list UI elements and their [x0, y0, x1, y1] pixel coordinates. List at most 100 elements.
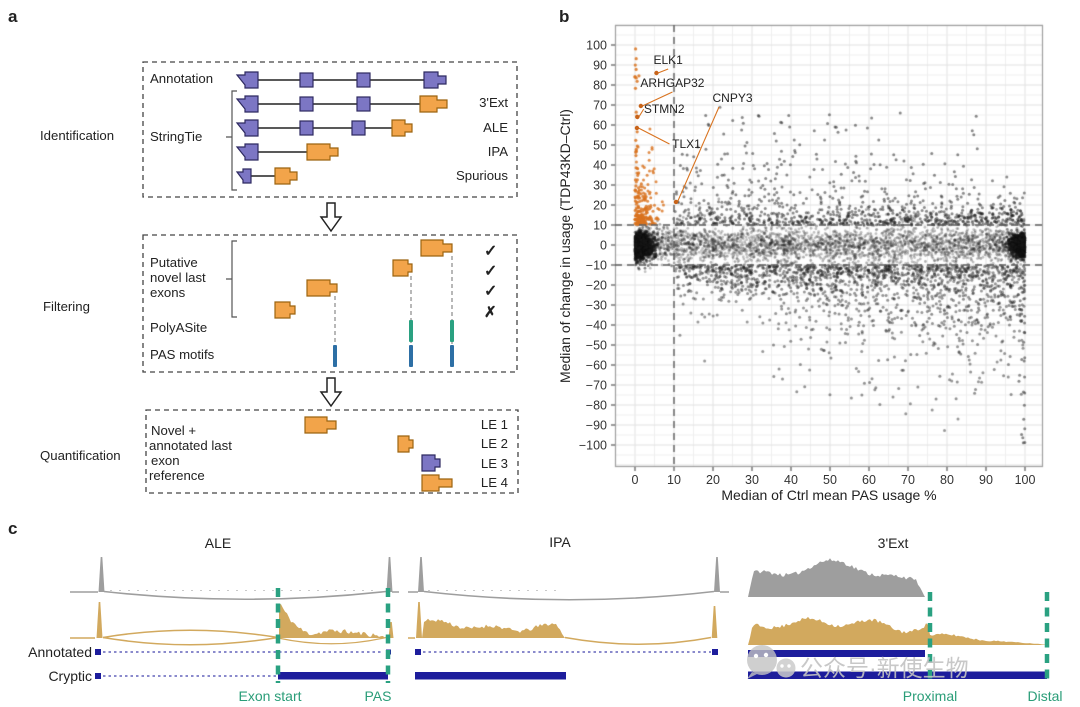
- le-label-1: LE 1: [481, 417, 508, 432]
- step-label-filtering: Filtering: [43, 299, 90, 314]
- y-tick-label: −70: [586, 378, 607, 392]
- le-label-2: LE 2: [481, 436, 508, 451]
- putative-line-1: Putative: [150, 255, 198, 270]
- exon-block: [415, 649, 421, 655]
- gene-point: [638, 103, 644, 109]
- label-exon-start: Exon start: [238, 688, 301, 704]
- gene-label: ARHGAP32: [640, 76, 704, 90]
- coverage-spike: [418, 557, 424, 592]
- y-tick-label: 80: [593, 78, 607, 92]
- last-exon: [421, 454, 441, 472]
- axis-ticks: 0 10 20 30 40 50 60 70 80 90 100−100−90−80−70−60−5…: [579, 38, 1036, 487]
- pas-motif-tick: [409, 345, 413, 367]
- y-tick-label: −10: [586, 258, 607, 272]
- gene-point: [654, 70, 659, 76]
- internal-exon: [299, 96, 314, 112]
- internal-exon: [351, 120, 366, 136]
- coverage-spike: [96, 602, 103, 638]
- x-tick-label: 40: [784, 473, 798, 487]
- y-tick-label: −20: [586, 278, 607, 292]
- x-tick-label: 80: [940, 473, 954, 487]
- putative-exons-bracket: [226, 240, 237, 318]
- stringtie-bracket: [226, 90, 237, 191]
- first-exon: [235, 143, 259, 161]
- last-exon: [419, 95, 448, 113]
- pas-motif-tick: [333, 345, 337, 367]
- coverage-track: [748, 616, 1047, 645]
- annotated-exon-bar: [748, 650, 925, 657]
- last-exon: [420, 239, 453, 257]
- last-exon: [306, 279, 338, 297]
- first-exon: [235, 95, 259, 113]
- coverage-track: [748, 558, 925, 597]
- x-tick-label: 10: [667, 473, 681, 487]
- le-label-3: LE 3: [481, 456, 508, 471]
- y-tick-label: −50: [586, 338, 607, 352]
- label-pas: PAS: [365, 688, 392, 704]
- gene-label: TLX1: [672, 137, 701, 151]
- last-exon: [423, 71, 447, 89]
- x-tick-label: 90: [979, 473, 993, 487]
- y-tick-label: 100: [586, 38, 607, 52]
- variant-label-spurious: Spurious: [456, 168, 508, 183]
- last-exon: [391, 119, 413, 137]
- gene-point: [635, 114, 640, 120]
- wechat-icon: [747, 645, 777, 675]
- variant-label-ale: ALE: [483, 120, 508, 135]
- y-tick-label: 60: [593, 118, 607, 132]
- coverage-spike: [714, 557, 720, 592]
- y-tick-label: 40: [593, 158, 607, 172]
- polyasite-tick: [450, 320, 454, 342]
- y-tick-label: 30: [593, 178, 607, 192]
- gene-label: CNPY3: [712, 91, 752, 105]
- scatter-canvas: [555, 0, 1080, 510]
- panel-a: a ✓ ✓ ✓ ✗ Identification Filtering Quantifi…: [8, 7, 519, 494]
- polyasite-tick: [409, 320, 413, 342]
- junction-arc: [277, 636, 389, 645]
- gene-leader-line: [638, 108, 645, 118]
- gene-label: STMN2: [644, 102, 685, 116]
- y-tick-label: −90: [586, 418, 607, 432]
- last-exon: [421, 474, 453, 492]
- gene-point: [634, 125, 640, 131]
- track-label-annotated: Annotated: [28, 644, 92, 660]
- variant-label-ipa: IPA: [488, 144, 508, 159]
- title-ale: ALE: [205, 535, 231, 551]
- step-label-quantification: Quantification: [40, 448, 121, 463]
- junction-arc: [102, 629, 279, 639]
- title-ipa: IPA: [549, 534, 571, 550]
- coverage-spike: [416, 602, 422, 638]
- y-tick-label: −40: [586, 318, 607, 332]
- x-tick-label: 70: [901, 473, 915, 487]
- cryptic-exon-bar: [748, 671, 1047, 679]
- coverage-spike: [98, 557, 105, 592]
- exon-block: [712, 649, 718, 655]
- first-exon: [235, 168, 252, 184]
- coverage-spike: [386, 557, 393, 592]
- check-icon: ✓: [484, 283, 497, 300]
- internal-exon: [356, 72, 371, 88]
- gene-leader-line: [676, 106, 720, 203]
- quant-ref-line-2: annotated last: [149, 438, 232, 453]
- last-exon: [274, 167, 298, 185]
- x-axis-title: Median of Ctrl mean PAS usage %: [721, 487, 936, 503]
- x-tick-label: 20: [706, 473, 720, 487]
- y-tick-label: −80: [586, 398, 607, 412]
- putative-line-3: exons: [150, 285, 186, 300]
- junction-arc: [102, 636, 279, 646]
- wechat-icon-tail: [747, 672, 757, 679]
- le-label-4: LE 4: [481, 475, 508, 490]
- panel-b-letter: b: [559, 7, 569, 26]
- quant-ref-line-3: exon: [151, 453, 180, 468]
- wechat-icon-eye: [763, 652, 769, 658]
- first-exon: [235, 119, 259, 137]
- putative-line-2: novel last: [150, 270, 206, 285]
- quant-ref-line-1: Novel +: [151, 423, 196, 438]
- stringtie-label: StringTie: [150, 129, 202, 144]
- last-exon: [397, 435, 414, 453]
- panel-c: c ALE IPA 3'Ext Annotated Cryptic Exon s…: [8, 519, 1063, 704]
- wechat-icon-eye: [787, 664, 791, 668]
- watermark-text: 公众号·新使生物: [800, 655, 969, 681]
- panel-a-graphics: ✓ ✓ ✓ ✗: [235, 71, 497, 492]
